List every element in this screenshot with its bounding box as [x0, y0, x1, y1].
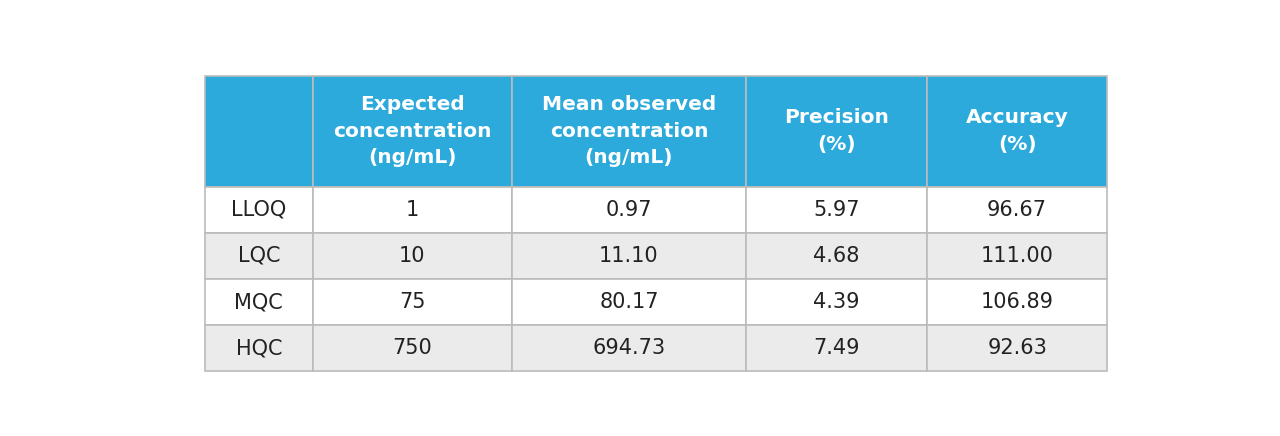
Text: 0.97: 0.97 — [605, 200, 653, 220]
Bar — [314, 76, 512, 187]
Text: Precision
(%): Precision (%) — [785, 109, 890, 154]
Bar — [746, 76, 927, 187]
Bar — [205, 187, 314, 233]
Bar — [746, 233, 927, 279]
Text: 10: 10 — [399, 246, 425, 266]
Bar — [205, 76, 314, 187]
Bar — [512, 187, 746, 233]
Text: 96.67: 96.67 — [987, 200, 1047, 220]
Text: Expected
concentration
(ng/mL): Expected concentration (ng/mL) — [333, 95, 492, 167]
Text: Mean observed
concentration
(ng/mL): Mean observed concentration (ng/mL) — [541, 95, 716, 167]
Bar — [927, 187, 1107, 233]
Bar — [512, 279, 746, 325]
Bar — [746, 279, 927, 325]
Bar — [512, 76, 746, 187]
Text: HQC: HQC — [236, 338, 282, 358]
Text: 694.73: 694.73 — [593, 338, 666, 358]
Bar — [314, 279, 512, 325]
Bar — [205, 233, 314, 279]
Text: LQC: LQC — [238, 246, 280, 266]
Text: LLOQ: LLOQ — [232, 200, 287, 220]
Bar — [512, 233, 746, 279]
Text: 1: 1 — [406, 200, 419, 220]
Bar — [927, 233, 1107, 279]
Bar — [314, 233, 512, 279]
Text: 4.68: 4.68 — [813, 246, 860, 266]
Text: 111.00: 111.00 — [980, 246, 1053, 266]
Text: 7.49: 7.49 — [813, 338, 860, 358]
Text: 11.10: 11.10 — [599, 246, 659, 266]
Bar — [927, 325, 1107, 371]
Bar — [205, 279, 314, 325]
Text: 80.17: 80.17 — [599, 292, 659, 312]
Bar — [205, 325, 314, 371]
Bar — [927, 76, 1107, 187]
Bar — [512, 325, 746, 371]
Text: 4.39: 4.39 — [813, 292, 860, 312]
Bar — [314, 187, 512, 233]
Text: Accuracy
(%): Accuracy (%) — [965, 109, 1069, 154]
Bar — [746, 187, 927, 233]
Text: 750: 750 — [393, 338, 433, 358]
Text: 75: 75 — [399, 292, 425, 312]
Text: 106.89: 106.89 — [980, 292, 1053, 312]
Bar — [746, 325, 927, 371]
Bar — [314, 325, 512, 371]
Bar — [927, 279, 1107, 325]
Text: 92.63: 92.63 — [987, 338, 1047, 358]
Text: MQC: MQC — [234, 292, 283, 312]
Text: 5.97: 5.97 — [813, 200, 860, 220]
